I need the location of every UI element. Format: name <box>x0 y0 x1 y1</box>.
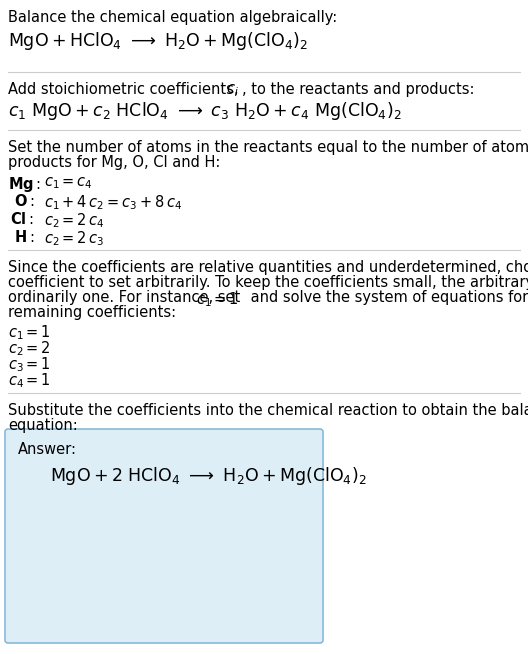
Text: Set the number of atoms in the reactants equal to the number of atoms in the: Set the number of atoms in the reactants… <box>8 140 528 155</box>
Text: $c_i$: $c_i$ <box>226 82 239 97</box>
Text: $\mathregular{MgO + 2\ HClO_4}$$\ \longrightarrow\ $$\mathregular{H_2O + Mg(ClO_: $\mathregular{MgO + 2\ HClO_4}$$\ \longr… <box>50 465 366 487</box>
Text: $c_2 = 2\,c_3$: $c_2 = 2\,c_3$ <box>44 229 105 248</box>
Text: , to the reactants and products:: , to the reactants and products: <box>242 82 475 97</box>
FancyBboxPatch shape <box>5 429 323 643</box>
Text: Substitute the coefficients into the chemical reaction to obtain the balanced: Substitute the coefficients into the che… <box>8 403 528 418</box>
Text: $c_1 = 1$: $c_1 = 1$ <box>8 323 51 341</box>
Text: products for Mg, O, Cl and H:: products for Mg, O, Cl and H: <box>8 155 220 170</box>
Text: Since the coefficients are relative quantities and underdetermined, choose a: Since the coefficients are relative quan… <box>8 260 528 275</box>
Text: ordinarily one. For instance, set: ordinarily one. For instance, set <box>8 290 245 305</box>
Text: Add stoichiometric coefficients,: Add stoichiometric coefficients, <box>8 82 243 97</box>
Text: $\mathbf{O}$$:\ $: $\mathbf{O}$$:\ $ <box>14 193 34 209</box>
Text: $c_4 = 1$: $c_4 = 1$ <box>8 371 51 390</box>
Text: $c_3 = 1$: $c_3 = 1$ <box>8 355 51 373</box>
Text: equation:: equation: <box>8 418 78 433</box>
Text: remaining coefficients:: remaining coefficients: <box>8 305 176 320</box>
Text: $c_1 = 1$: $c_1 = 1$ <box>196 290 239 309</box>
Text: $\mathbf{H}$$:\ $: $\mathbf{H}$$:\ $ <box>14 229 34 245</box>
Text: $c_2 = 2$: $c_2 = 2$ <box>8 339 51 358</box>
Text: coefficient to set arbitrarily. To keep the coefficients small, the arbitrary va: coefficient to set arbitrarily. To keep … <box>8 275 528 290</box>
Text: $c_1 + 4\,c_2 = c_3 + 8\,c_4$: $c_1 + 4\,c_2 = c_3 + 8\,c_4$ <box>44 193 182 212</box>
Text: $c_1 = c_4$: $c_1 = c_4$ <box>44 175 93 191</box>
Text: $\mathbf{Mg}$$:\ $: $\mathbf{Mg}$$:\ $ <box>8 175 41 194</box>
Text: and solve the system of equations for the: and solve the system of equations for th… <box>246 290 528 305</box>
Text: $c_1\ \mathregular{MgO} + c_2\ \mathregular{HClO_4}\ \longrightarrow\ c_3\ \math: $c_1\ \mathregular{MgO} + c_2\ \mathregu… <box>8 100 402 122</box>
Text: Answer:: Answer: <box>18 442 77 457</box>
Text: $c_2 = 2\,c_4$: $c_2 = 2\,c_4$ <box>44 211 105 230</box>
Text: Balance the chemical equation algebraically:: Balance the chemical equation algebraica… <box>8 10 337 25</box>
Text: $\mathbf{Cl}$$:\ $: $\mathbf{Cl}$$:\ $ <box>10 211 34 227</box>
Text: $\mathregular{MgO + HClO_4}$$\ \longrightarrow\ $$\mathregular{H_2O + Mg(ClO_4)_: $\mathregular{MgO + HClO_4}$$\ \longrigh… <box>8 30 308 52</box>
